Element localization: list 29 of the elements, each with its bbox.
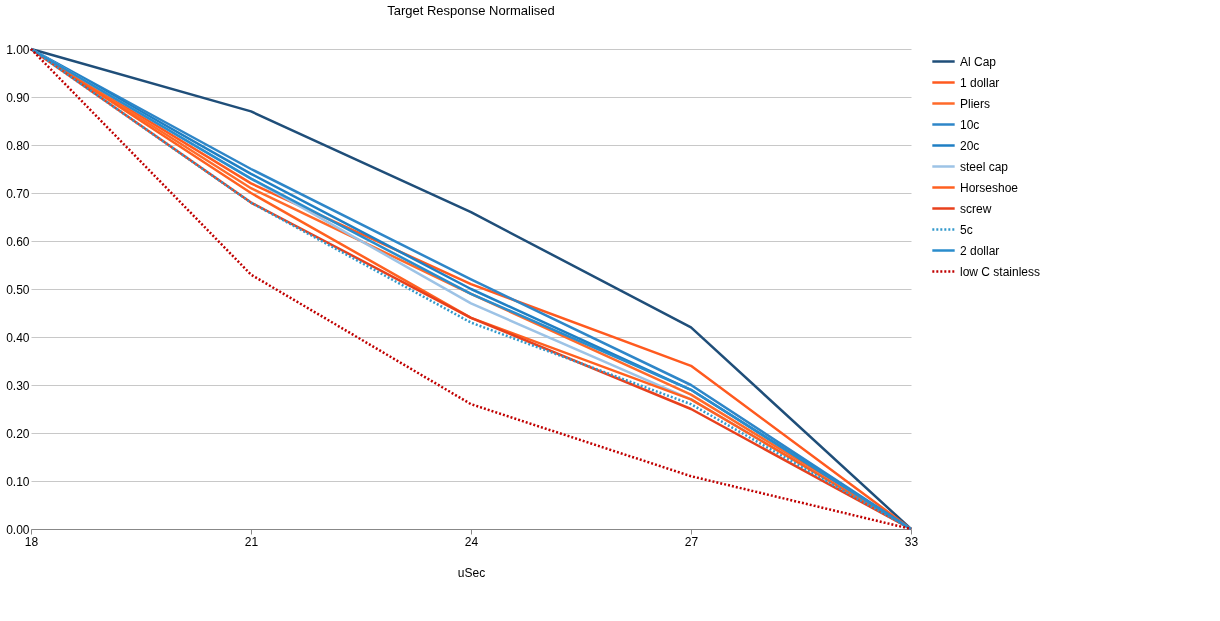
legend-label: 5c [960, 222, 973, 237]
y-tick-label: 0.60 [6, 234, 30, 249]
legend-label: screw [960, 201, 992, 216]
x-axis-title: uSec [457, 565, 486, 580]
x-tick-label: 27 [684, 534, 699, 549]
x-tick-label: 33 [904, 534, 919, 549]
legend-label: Pliers [960, 96, 991, 111]
y-tick-label: 0.20 [6, 426, 30, 441]
legend-label: 20c [960, 138, 980, 153]
legend-label: Horseshoe [960, 180, 1019, 195]
legend-label: Al Cap [960, 54, 997, 69]
y-tick-label: 0.50 [6, 282, 30, 297]
legend-label: 1 dollar [960, 75, 1000, 90]
y-tick-label: 0.40 [6, 330, 30, 345]
y-tick-label: 0.30 [6, 378, 30, 393]
y-tick-label: 1.00 [6, 42, 30, 57]
x-tick-label: 18 [24, 534, 39, 549]
x-tick-label: 24 [464, 534, 479, 549]
legend-label: 10c [960, 117, 980, 132]
y-tick-label: 0.00 [6, 522, 30, 537]
legend-label: 2 dollar [960, 243, 1000, 258]
x-tick-label: 21 [244, 534, 259, 549]
y-tick-label: 0.10 [6, 474, 30, 489]
legend-label: steel cap [960, 159, 1009, 174]
y-tick-label: 0.70 [6, 186, 30, 201]
y-tick-label: 0.80 [6, 138, 30, 153]
y-tick-label: 0.90 [6, 90, 30, 105]
legend-label: low C stainless [960, 264, 1041, 279]
chart-title: Target Response Normalised [387, 3, 555, 18]
